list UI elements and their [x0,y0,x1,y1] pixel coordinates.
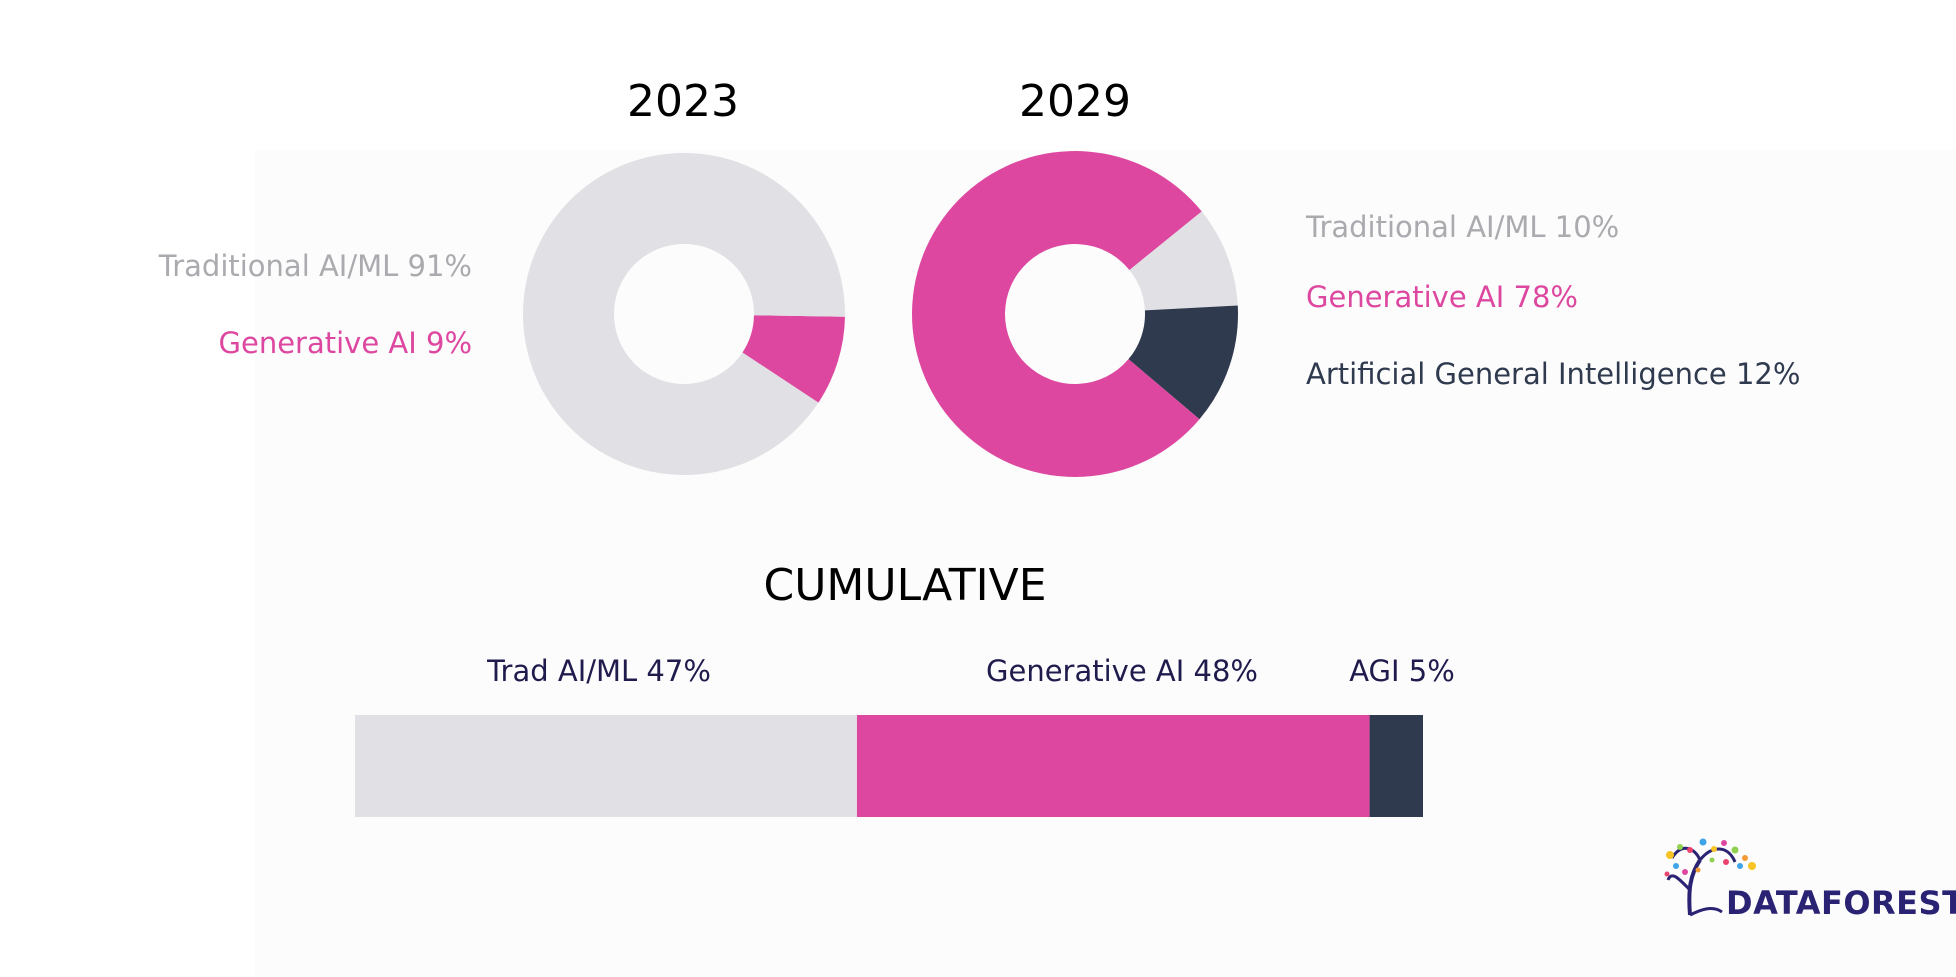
donut-2029-title: 2029 [1019,76,1131,127]
bar-segment-agi [1369,715,1423,817]
cumulative-title: CUMULATIVE [763,560,1046,611]
legend-2029-traditional: Traditional AI/ML 10% [1305,210,1619,244]
cumulative-stacked-bar [355,715,1423,817]
donut-2029-slice-generative-ai [912,151,1202,478]
dataforest-logo: DATAFOREST [1664,838,1956,922]
legend-2023-traditional: Traditional AI/ML 91% [158,249,472,283]
bar-label-generative: Generative AI 48% [986,654,1258,688]
donut-2023-title: 2023 [627,76,739,127]
donut-2029 [912,151,1238,478]
bar-label-traditional: Trad AI/ML 47% [486,654,711,688]
legend-2029-generative: Generative AI 78% [1306,280,1578,314]
donut-2023 [523,153,845,476]
bar-label-agi: AGI 5% [1349,654,1455,688]
bar-segment-generative [856,715,1370,817]
tree-icon [1664,838,1756,917]
donut-2029-slice-artificial-general-intelligence [1128,305,1238,420]
legend-2029-agi: Artificial General Intelligence 12% [1306,357,1800,391]
donut-2023-slice-traditional-ai-ml [523,153,845,476]
donut-2023-slice-generative-ai [742,315,845,403]
donut-2029-slice-traditional-ai-ml [1129,211,1238,311]
logo-text: DATAFOREST [1726,884,1956,922]
legend-2023-generative: Generative AI 9% [219,326,473,360]
bar-segment-traditional [355,715,857,817]
